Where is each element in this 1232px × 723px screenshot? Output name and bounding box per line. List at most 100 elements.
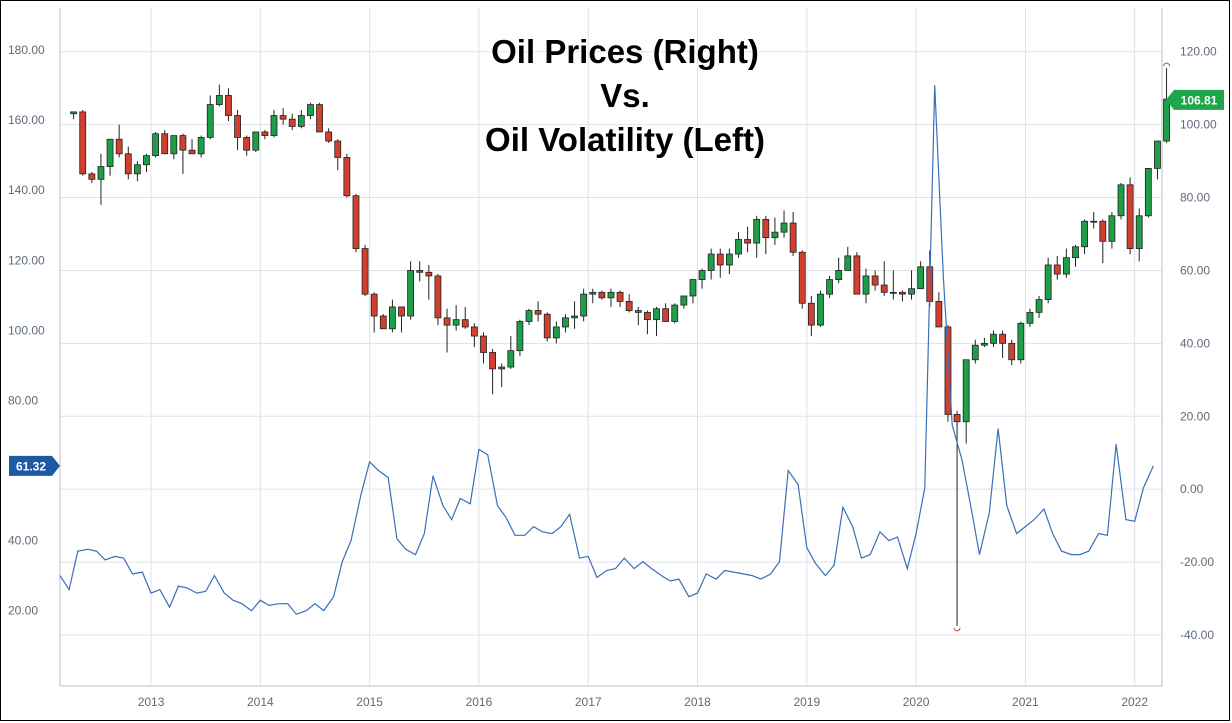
candle [161, 130, 169, 155]
candle-body [817, 293, 824, 326]
candle-body [507, 350, 515, 368]
candle [744, 226, 751, 253]
candle-body [953, 414, 961, 423]
candle [671, 303, 679, 324]
candle-body [771, 231, 779, 239]
x-tick-label: 2015 [356, 695, 383, 709]
candle-body [88, 173, 96, 180]
candle [980, 337, 988, 347]
candle [807, 295, 815, 337]
x-tick-label: 2021 [1012, 695, 1039, 709]
candle-body [525, 310, 533, 322]
candle [817, 290, 824, 327]
candle-body [1099, 220, 1107, 242]
x-tick-label: 2016 [466, 695, 493, 709]
candle-body [197, 137, 205, 155]
candle-body [971, 344, 979, 361]
candle-body [853, 255, 861, 295]
candle-body [343, 157, 351, 197]
title-line-3: Oil Volatility (Left) [485, 121, 765, 158]
candle [534, 301, 542, 322]
candle [398, 306, 405, 333]
candle-body [634, 310, 642, 313]
volatility-badge-label: 61.32 [16, 459, 46, 473]
candle [1135, 208, 1143, 262]
candle [197, 135, 205, 158]
right-tick-label: 80.00 [1180, 191, 1210, 205]
candle-body [580, 293, 588, 317]
right-tick-label: 60.00 [1180, 263, 1210, 277]
candle [908, 270, 915, 300]
right-tick-label: 40.00 [1180, 336, 1210, 350]
candle-body [944, 326, 952, 415]
candle [1053, 255, 1061, 280]
candle-body [1090, 220, 1098, 223]
candle-body [871, 275, 879, 286]
candle [753, 215, 761, 258]
candle-body [644, 311, 651, 321]
candle [707, 248, 715, 280]
candle-body [470, 326, 478, 337]
candle-body [835, 270, 843, 280]
candle-body [225, 95, 232, 116]
candle [452, 305, 460, 331]
right-tick-label: -40.00 [1180, 628, 1214, 642]
candle-body [1163, 98, 1170, 142]
candle [361, 244, 369, 296]
candle [79, 110, 87, 176]
candle-body [106, 138, 114, 167]
volatility-badge: 61.32 [9, 455, 60, 476]
candle-body [889, 291, 897, 294]
x-tick-label: 2020 [903, 695, 930, 709]
candle-body [662, 308, 670, 322]
candle [143, 153, 150, 173]
candle [243, 135, 251, 156]
candle [461, 306, 469, 329]
candle-body [316, 104, 323, 133]
x-tick-label: 2013 [138, 695, 165, 709]
candle-body [990, 333, 997, 344]
x-tick-label: 2018 [684, 695, 711, 709]
candle-body [552, 326, 560, 339]
candle [598, 290, 606, 300]
candle-body [689, 279, 697, 297]
candle-body [407, 270, 415, 317]
right-tick-label: 120.00 [1180, 45, 1217, 59]
candle [124, 146, 132, 180]
candle-body [625, 301, 633, 311]
candle [498, 363, 506, 388]
candle-body [616, 291, 624, 302]
candle-body [97, 166, 105, 180]
left-tick-label: 20.00 [8, 604, 38, 618]
candle-body [206, 104, 214, 138]
candle-body [516, 321, 524, 352]
candle [862, 268, 870, 304]
candle-body [1008, 342, 1016, 361]
candle [416, 261, 424, 282]
candle [953, 410, 961, 626]
volatility-series [59, 85, 1154, 615]
candle [1154, 140, 1161, 180]
candle [288, 113, 296, 131]
candle-body [1081, 220, 1088, 248]
candle [388, 299, 396, 333]
candle [662, 303, 670, 322]
candle-body [1117, 184, 1125, 217]
candle-body [826, 279, 833, 295]
candle [607, 288, 615, 307]
candle-body [1135, 215, 1143, 249]
candle-body [1017, 322, 1025, 361]
candle-body [807, 302, 815, 326]
candle [698, 268, 706, 289]
right-tick-label: 100.00 [1180, 118, 1217, 132]
candle-body [243, 137, 251, 151]
title-line-1: Oil Prices (Right) [491, 33, 759, 70]
candle [780, 210, 788, 238]
candle [1017, 321, 1025, 364]
candle-body [79, 111, 87, 175]
candle [571, 301, 578, 329]
candle-body [880, 284, 888, 293]
right-tick-label: 20.00 [1180, 409, 1210, 423]
candle-body [598, 291, 606, 299]
candle [935, 292, 943, 328]
